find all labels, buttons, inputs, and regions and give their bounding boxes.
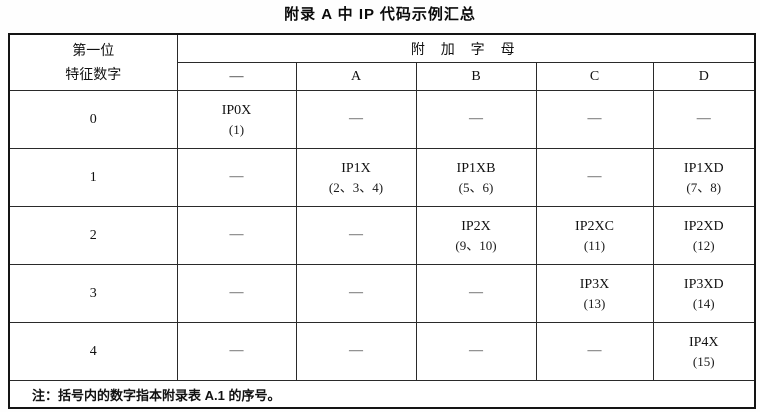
code-cell: IP2XD (12) [652, 206, 756, 265]
cell-ref: (1) [228, 121, 245, 137]
cell-ref: (7、8) [686, 179, 722, 195]
code-cell: — [295, 322, 417, 381]
cell-ref: (12) [692, 237, 715, 253]
code-cell: IP1XD (7、8) [652, 148, 756, 207]
code-cell: — [176, 264, 297, 323]
cell-code: — [587, 342, 602, 358]
code-cell: — [176, 148, 297, 207]
code-cell: — [295, 90, 417, 149]
cell-code: — [229, 226, 244, 242]
cell-code: — [349, 342, 363, 358]
header-first-digit-line2: 特征数字 [65, 65, 122, 82]
header-letter-d: D [652, 62, 756, 91]
digit-cell: 1 [8, 148, 178, 207]
code-cell: — [535, 90, 654, 149]
cell-code: — [469, 284, 483, 300]
code-cell: IP2XC (11) [535, 206, 654, 265]
header-row-group: 第一位 特征数字 附 加 字 母 [8, 33, 756, 91]
code-cell: IP1XB (5、6) [415, 148, 537, 207]
cell-code: IP2X [461, 218, 491, 234]
table-note: 注：括号内的数字指本附录表 A.1 的序号。 [8, 380, 756, 409]
code-cell: IP3X (13) [535, 264, 654, 323]
table-row-digit-1: 1 — IP1X (2、3、4) IP1XB (5、6) — [8, 148, 756, 207]
table-note-row: 注：括号内的数字指本附录表 A.1 的序号。 [8, 380, 756, 409]
header-letter-b: B [415, 62, 537, 91]
cell-code: — [587, 110, 602, 126]
digit-cell: 4 [8, 322, 178, 381]
cell-ref: (11) [583, 237, 606, 253]
header-supplementary-letter: 附 加 字 母 [176, 33, 756, 63]
table-row-digit-4: 4 — — — — IP4X [8, 322, 756, 381]
cell-code: IP4X [688, 334, 719, 350]
cell-code: — [469, 110, 483, 126]
cell-code: IP3X [579, 276, 610, 292]
cell-code: — [349, 226, 363, 242]
cell-code: IP3XD [683, 276, 724, 292]
cell-code: — [696, 110, 711, 126]
header-letter-dash: — [176, 62, 297, 91]
digit-cell: 3 [8, 264, 178, 323]
code-cell: — [295, 264, 417, 323]
cell-code: IP2XD [683, 218, 724, 234]
cell-code: — [349, 284, 363, 300]
cell-code: — [469, 342, 483, 358]
cell-code: IP1XD [683, 160, 724, 176]
code-cell: — [535, 322, 654, 381]
code-cell: IP3XD (14) [652, 264, 756, 323]
header-first-characteristic-digit: 第一位 特征数字 [8, 33, 178, 91]
header-row-letters: — A B C D [9, 62, 756, 91]
cell-code: IP0X [221, 102, 252, 118]
cell-code: — [229, 284, 244, 300]
cell-ref: (14) [692, 295, 715, 311]
code-cell: IP0X (1) [176, 90, 297, 149]
cell-ref: (2、3、4) [328, 179, 384, 195]
cell-ref: (5、6) [458, 179, 494, 195]
code-cell: — [176, 206, 297, 265]
cell-code: IP1XB [456, 160, 496, 176]
digit-cell: 0 [8, 90, 178, 149]
cell-code: IP2XC [575, 218, 614, 234]
table-title: 附录 A 中 IP 代码示例汇总 [284, 6, 476, 23]
code-cell: — [535, 148, 654, 207]
code-cell: — [415, 264, 537, 323]
code-cell: IP1X (2、3、4) [295, 148, 417, 207]
table-row-digit-2: 2 — — IP2X (9、10) IP2XC (11) [8, 206, 756, 265]
table-row-digit-3: 3 — — — IP3X (13) IP3XD [8, 264, 756, 323]
table-row-digit-0: 0 IP0X (1) — — — — [8, 90, 756, 149]
cell-ref: (15) [692, 353, 715, 369]
cell-code: — [229, 342, 244, 358]
cell-code: IP1X [341, 160, 371, 176]
code-cell: IP2X (9、10) [415, 206, 537, 265]
code-cell: IP4X (15) [652, 322, 756, 381]
cell-code: — [229, 168, 244, 184]
header-first-digit-line1: 第一位 [72, 41, 115, 58]
cell-ref: (9、10) [455, 237, 497, 253]
cell-code: — [587, 168, 602, 184]
code-cell: — [415, 322, 537, 381]
code-cell: — [295, 206, 417, 265]
ip-code-table: 第一位 特征数字 附 加 字 母 — A B C D 0 IP0X (1) [8, 33, 756, 409]
code-cell: — [176, 322, 297, 381]
cell-ref: (13) [583, 295, 606, 311]
code-cell: — [415, 90, 537, 149]
header-letter-a: A [295, 62, 417, 91]
digit-cell: 2 [8, 206, 178, 265]
header-letter-c: C [535, 62, 654, 91]
code-cell: — [652, 90, 756, 149]
cell-code: — [349, 110, 363, 126]
